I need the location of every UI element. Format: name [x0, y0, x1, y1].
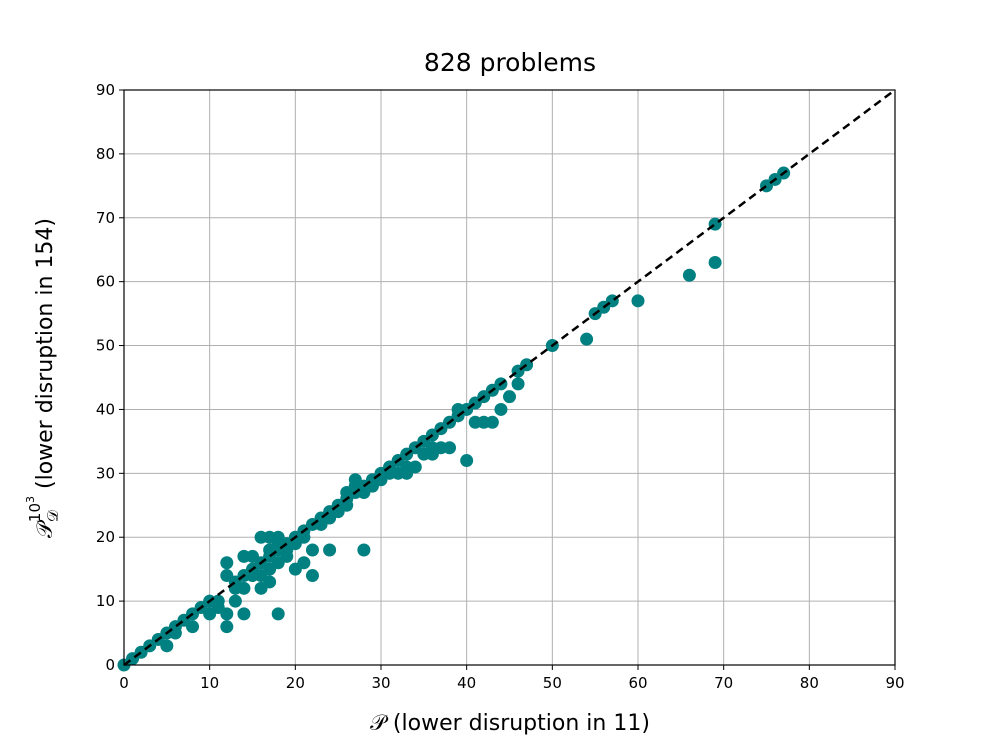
- point: [228, 594, 242, 608]
- x-tick-label: 0: [119, 674, 129, 692]
- point: [271, 607, 285, 621]
- y-tick-label: 40: [96, 400, 115, 418]
- plot-frame: [123, 89, 896, 666]
- point: [357, 543, 371, 557]
- y-axis-label: 𝒫𝒟103 (lower disruption in 154): [24, 218, 62, 538]
- y-tick-label: 50: [96, 337, 115, 355]
- y-label-exponent: 3: [24, 496, 37, 503]
- y-tick-label: 90: [96, 81, 115, 99]
- y-tick-label: 10: [96, 592, 115, 610]
- point: [425, 441, 439, 455]
- point: [485, 415, 499, 429]
- x-tick-label: 60: [628, 674, 647, 692]
- y-tick-label: 70: [96, 209, 115, 227]
- y-tick-label: 0: [105, 656, 115, 674]
- point: [340, 486, 354, 499]
- point: [288, 562, 302, 576]
- y-label-superscript: 10: [26, 503, 44, 522]
- point: [237, 607, 251, 621]
- y-tick-label: 20: [96, 528, 115, 546]
- point: [580, 332, 594, 346]
- x-tick-label: 70: [714, 674, 733, 692]
- point: [220, 620, 234, 634]
- point: [511, 377, 525, 391]
- x-tick-label: 30: [371, 674, 390, 692]
- y-tick-label: 60: [96, 273, 115, 291]
- point: [323, 543, 337, 557]
- point: [494, 402, 508, 416]
- point: [631, 294, 645, 308]
- y-label-subscript: 𝒟: [44, 510, 62, 522]
- y-label-symbol: 𝒫: [33, 519, 58, 538]
- y-label-text: (lower disruption in 154): [33, 218, 58, 496]
- point: [460, 454, 474, 468]
- point: [503, 390, 516, 404]
- x-tick-label: 50: [543, 674, 562, 692]
- x-tick-label: 10: [200, 674, 219, 692]
- y-tick-label: 30: [96, 464, 115, 482]
- point: [682, 268, 696, 282]
- y-tick-label: 80: [96, 145, 115, 163]
- x-tick-label: 80: [800, 674, 819, 692]
- x-tick-label: 20: [286, 674, 305, 692]
- point: [357, 486, 371, 499]
- point: [254, 530, 268, 544]
- reference-line: [123, 88, 896, 667]
- point: [220, 556, 234, 570]
- point: [305, 569, 319, 583]
- point: [263, 575, 277, 589]
- point: [237, 549, 251, 563]
- point: [708, 256, 722, 269]
- x-tick-label: 40: [457, 674, 476, 692]
- x-tick-label: 90: [885, 674, 904, 692]
- x-axis-label: 𝒫 (lower disruption in 11): [370, 711, 650, 736]
- point: [220, 569, 234, 583]
- point: [305, 543, 319, 557]
- point: [468, 415, 482, 429]
- chart-title: 828 problems: [424, 48, 596, 77]
- point: [400, 460, 414, 474]
